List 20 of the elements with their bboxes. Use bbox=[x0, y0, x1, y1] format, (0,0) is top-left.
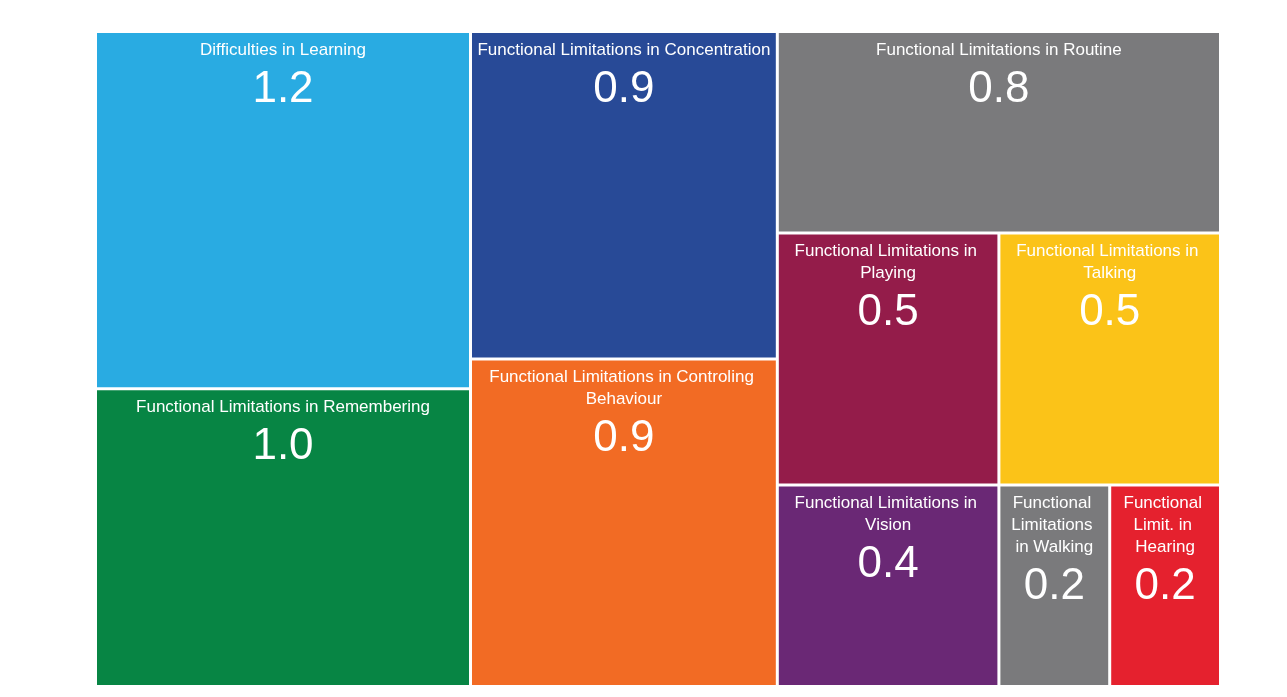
category-label: Functional Limitations in Controling Behaviour bbox=[489, 367, 759, 408]
category-label: Functional Limitations in Playing bbox=[794, 241, 982, 283]
data-label: 0.5 bbox=[1079, 285, 1141, 335]
data-label: 0.9 bbox=[593, 61, 655, 111]
category-label: Functional Limitations in Talking bbox=[1016, 241, 1204, 283]
data-label: 0.2 bbox=[1023, 558, 1085, 608]
category-label: Functional Limitations in Concentration bbox=[477, 39, 771, 59]
category-label: Functional Limitations in Vision bbox=[794, 492, 982, 534]
data-label: 1.0 bbox=[252, 418, 314, 468]
category-label: Functional Limitations in Walking bbox=[1011, 492, 1098, 556]
category-label: Difficulties in Learning bbox=[200, 39, 366, 59]
data-label: 0.5 bbox=[857, 285, 919, 335]
data-label: 0.9 bbox=[593, 411, 655, 460]
data-label: 1.2 bbox=[252, 61, 314, 111]
category-label: Functional Limitations in Remembering bbox=[136, 396, 430, 416]
data-label: 0.8 bbox=[968, 61, 1030, 111]
data-label: 0.4 bbox=[857, 536, 919, 586]
category-label: Functional Limit. in Hearing bbox=[1123, 492, 1207, 556]
data-label: 0.2 bbox=[1134, 558, 1196, 608]
category-label: Functional Limitations in Routine bbox=[876, 39, 1122, 59]
